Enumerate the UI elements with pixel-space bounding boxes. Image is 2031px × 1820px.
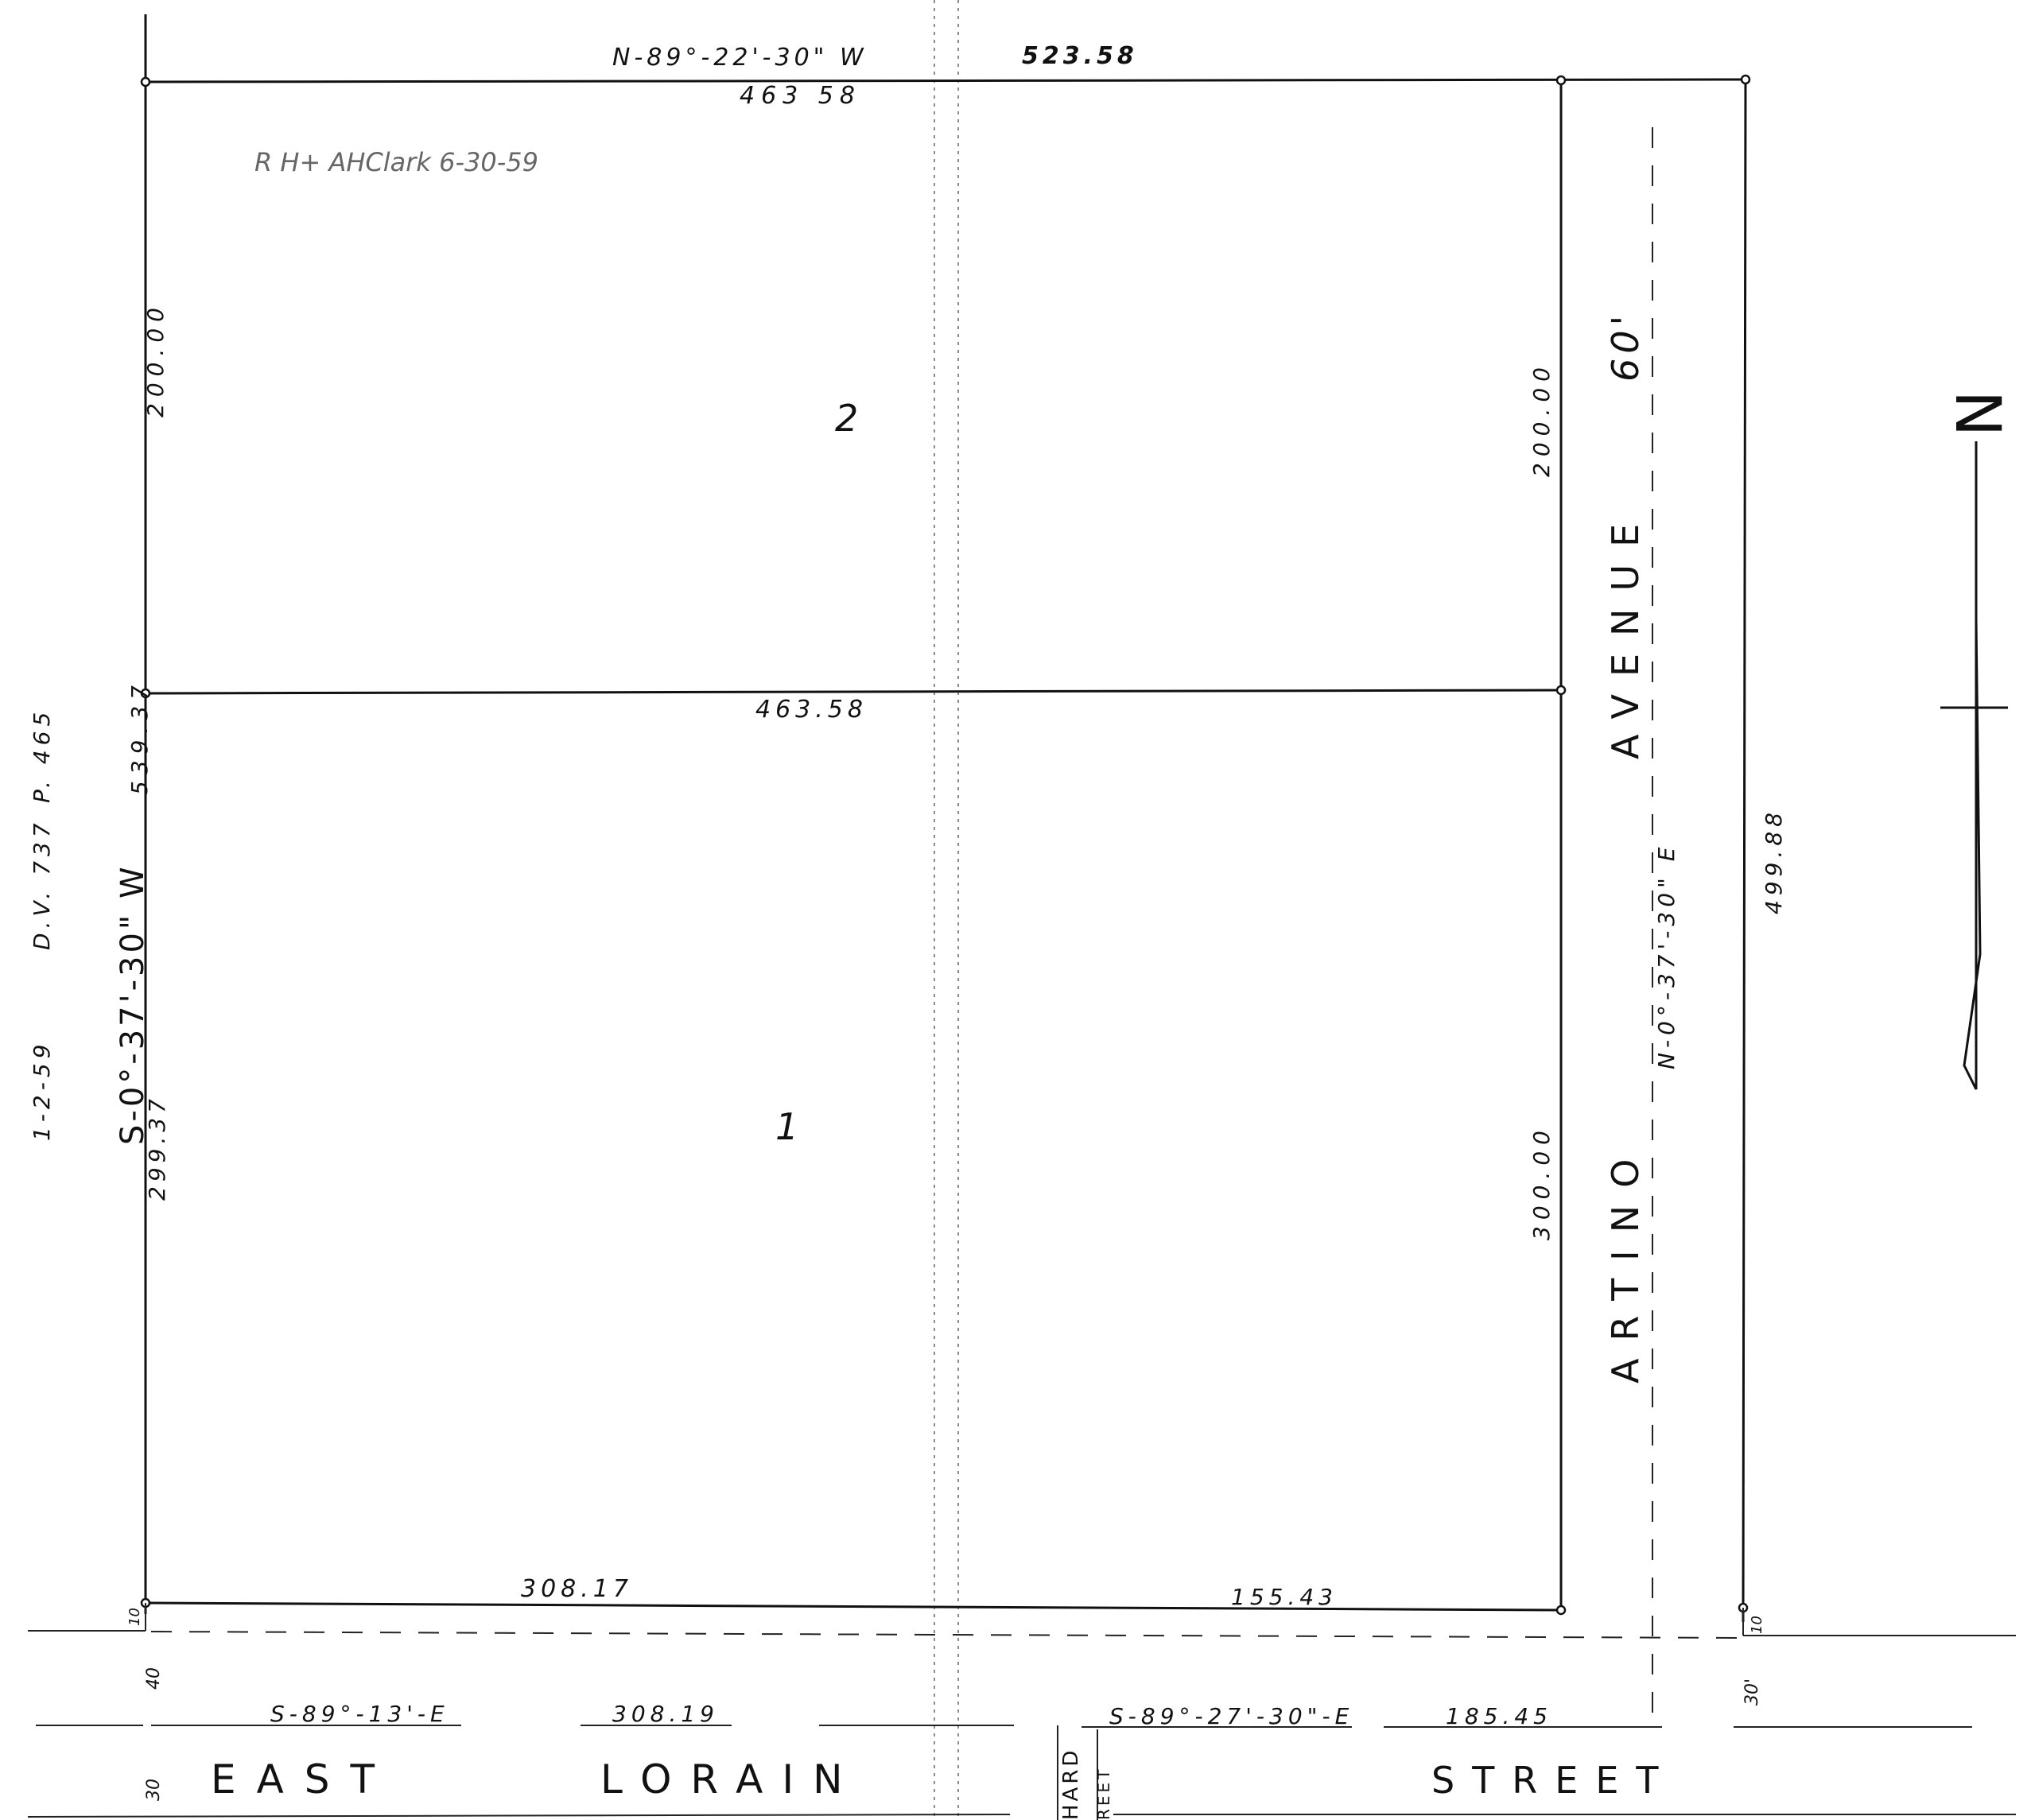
corner-pin xyxy=(1555,75,1567,86)
street-west-bearing: S-89°-13'-E xyxy=(270,1701,449,1727)
south-lot-west-distance: 308.17 xyxy=(521,1575,633,1603)
corner-pin xyxy=(1555,1605,1567,1616)
side-street-label-part2: REET xyxy=(1094,1767,1113,1820)
street-south-line xyxy=(27,1814,1011,1818)
avenue-name-avenue: AVENUE xyxy=(1604,506,1647,759)
lot-divider-line xyxy=(145,689,1562,695)
lot-divider-width: 463.58 xyxy=(755,696,868,724)
avenue-width: 60' xyxy=(1604,311,1647,382)
lot-2-label: 2 xyxy=(835,397,858,440)
street-east-distance: 185.45 xyxy=(1446,1703,1552,1729)
avenue-bearing: N-0°-37'-30" E xyxy=(1653,843,1680,1070)
west-lot2-length: 200.00 xyxy=(142,301,169,417)
corner-pin xyxy=(1555,685,1567,696)
north-line-distance: 523.58 xyxy=(1022,42,1138,70)
north-arrow-label: N xyxy=(1941,390,2013,437)
lot-1-label: 1 xyxy=(775,1105,798,1148)
west-line-bearing: S-0°-37'-30" W xyxy=(115,863,151,1145)
street-name-east: EAST xyxy=(211,1756,395,1803)
side-street-label-part1: HARD xyxy=(1059,1748,1083,1820)
street-west-distance: 308.19 xyxy=(612,1701,719,1727)
se-corner-offset: 10 xyxy=(1749,1616,1765,1634)
deed-volume: D.V. 737 xyxy=(29,818,55,950)
east-lot1-length: 300.00 xyxy=(1528,1124,1555,1240)
lot2-north-width: 463 58 xyxy=(740,82,861,110)
corner-pin xyxy=(140,76,151,87)
west-lot1-length: 299.37 xyxy=(144,1094,170,1201)
east-parcel-boundary xyxy=(1742,79,1747,1623)
recorder-note: R H+ AHClark 6-30-59 xyxy=(254,147,538,177)
north-line-bearing: N-89°-22'-30" W xyxy=(612,44,868,72)
north-boundary-line xyxy=(145,78,1746,83)
lot-south-line xyxy=(145,1601,1562,1612)
sw-street-offset: 30 xyxy=(144,1779,164,1801)
deed-date: 1-2-59 xyxy=(29,1040,55,1141)
street-center-dashed-line xyxy=(150,1631,1744,1639)
se-setback-offset: 30' xyxy=(1742,1678,1762,1706)
west-total-length: 539.37 xyxy=(126,679,153,795)
south-lot-east-distance: 155.43 xyxy=(1231,1584,1338,1610)
east-lot2-length: 200.00 xyxy=(1528,361,1555,477)
avenue-name-artino: ARTINO xyxy=(1604,1142,1647,1383)
corner-pin xyxy=(1740,74,1751,85)
street-name-lorain: LORAIN xyxy=(600,1756,862,1803)
street-name-street: STREET xyxy=(1431,1759,1676,1802)
corner-pin xyxy=(140,688,151,699)
north-arrow xyxy=(1940,441,2008,1090)
sw-setback-offset: 40 xyxy=(144,1667,164,1690)
sw-corner-offset: 10 xyxy=(126,1608,143,1626)
deed-page: P. 465 xyxy=(29,708,55,803)
avenue-distance: 499.88 xyxy=(1761,808,1787,914)
street-east-bearing: S-89°-27'-30"-E xyxy=(1109,1703,1353,1729)
